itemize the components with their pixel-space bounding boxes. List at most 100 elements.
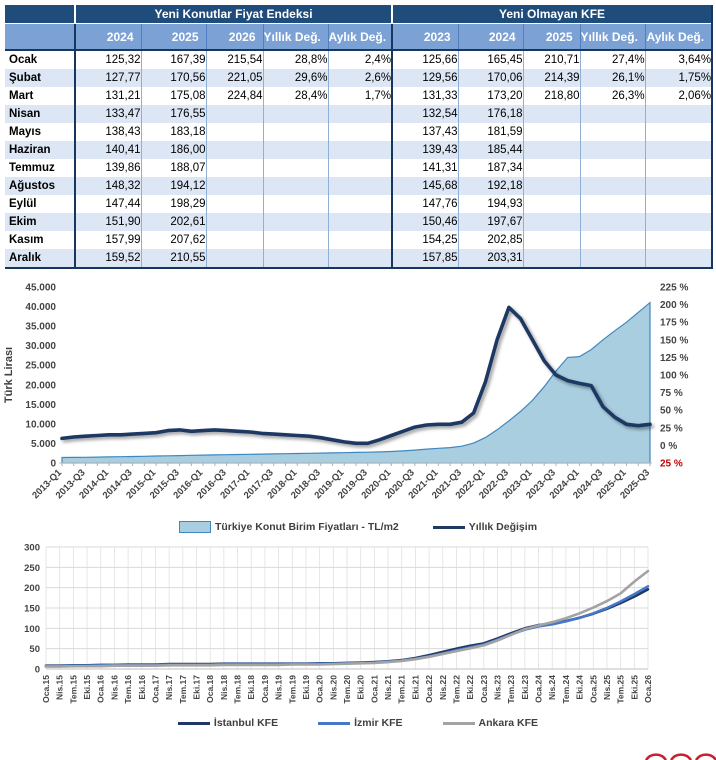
value-cell: 1,75% [644, 69, 714, 87]
value-cell [644, 231, 714, 249]
svg-text:Tem.15: Tem.15 [68, 675, 78, 704]
svg-text:5.000: 5.000 [31, 439, 56, 450]
month-cell: Haziran [5, 141, 75, 159]
value-cell [522, 231, 581, 249]
svg-text:Oca.17: Oca.17 [150, 675, 160, 703]
value-cell: 2,6% [327, 69, 393, 87]
table-row: Nisan 133,47 176,55 132,54 176,18 [5, 105, 714, 123]
svg-text:Oca.24: Oca.24 [534, 675, 544, 703]
month-cell: Şubat [5, 69, 75, 87]
svg-text:Oca.15: Oca.15 [41, 675, 51, 703]
value-cell [205, 123, 263, 141]
value-cell [644, 141, 714, 159]
legend-label: Ankara KFE [478, 717, 539, 729]
svg-text:Oca.22: Oca.22 [424, 675, 434, 703]
table-row: Mayıs 138,43 183,18 137,43 181,59 [5, 123, 714, 141]
svg-text:Eki.19: Eki.19 [301, 675, 311, 700]
value-cell [522, 159, 581, 177]
svg-text:Oca.16: Oca.16 [96, 675, 106, 703]
chart2-legend: İstanbul KFE İzmir KFE Ankara KFE [0, 717, 716, 729]
value-cell: 147,44 [74, 195, 141, 213]
value-cell: 154,25 [391, 231, 459, 249]
value-cell [579, 195, 646, 213]
svg-text:Oca.20: Oca.20 [315, 675, 325, 703]
value-cell [205, 177, 263, 195]
svg-text:50 %: 50 % [660, 406, 683, 417]
month-cell: Kasım [5, 231, 75, 249]
month-cell: Aralık [5, 249, 75, 269]
value-cell: 28,4% [262, 87, 328, 105]
value-cell: 157,99 [74, 231, 141, 249]
svg-text:Oca.18: Oca.18 [205, 675, 215, 703]
svg-text:Nis.22: Nis.22 [438, 675, 448, 700]
col-header: Aylık Değ. [644, 23, 714, 51]
value-cell: 185,44 [457, 141, 524, 159]
value-cell [579, 213, 646, 231]
izmir-line-swatch-icon [318, 721, 351, 725]
svg-text:Nis.19: Nis.19 [274, 675, 284, 700]
year-corner-cell [5, 23, 75, 51]
svg-text:0: 0 [50, 459, 56, 470]
svg-text:Nis.24: Nis.24 [547, 675, 557, 700]
value-cell [262, 249, 328, 269]
col-header: 2026 [205, 23, 263, 51]
value-cell [205, 141, 263, 159]
month-cell: Mart [5, 87, 75, 105]
month-cell: Ekim [5, 213, 75, 231]
value-cell [205, 213, 263, 231]
value-cell: 148,32 [74, 177, 141, 195]
svg-text:Tem.20: Tem.20 [342, 675, 352, 704]
value-cell [262, 231, 328, 249]
value-cell: 173,20 [457, 87, 524, 105]
value-cell: 210,71 [522, 50, 581, 69]
svg-text:150 %: 150 % [660, 335, 688, 346]
svg-text:Eki.25: Eki.25 [629, 675, 639, 700]
value-cell: 165,45 [457, 50, 524, 69]
value-cell [262, 195, 328, 213]
value-cell: 194,12 [140, 177, 206, 195]
month-cell: Eylül [5, 195, 75, 213]
value-cell [327, 231, 393, 249]
value-cell: 170,56 [140, 69, 206, 87]
value-cell: 203,31 [457, 249, 524, 269]
corner-cell [5, 5, 75, 24]
legend-item-istanbul: İstanbul KFE [177, 717, 278, 729]
month-cell: Ağustos [5, 177, 75, 195]
group-header-new: Yeni Konutlar Fiyat Endeksi [73, 5, 393, 24]
svg-text:Tem.17: Tem.17 [178, 675, 188, 704]
table-row: Şubat 127,77 170,56 221,05 29,6% 2,6% 129,56 17… [5, 69, 714, 87]
value-cell: 181,59 [457, 123, 524, 141]
svg-text:25 %: 25 % [660, 459, 683, 470]
col-header: 2024 [74, 23, 141, 51]
value-cell: 27,4% [579, 50, 646, 69]
col-header: 2024 [457, 23, 524, 51]
value-cell: 137,43 [391, 123, 459, 141]
value-cell: 132,54 [391, 105, 459, 123]
value-cell [262, 123, 328, 141]
value-cell: 26,1% [579, 69, 646, 87]
value-cell: 138,43 [74, 123, 141, 141]
value-cell: 192,18 [457, 177, 524, 195]
value-cell [327, 123, 393, 141]
value-cell [205, 105, 263, 123]
month-cell: Mayıs [5, 123, 75, 141]
legend-item-ankara: Ankara KFE [442, 717, 539, 729]
svg-text:0: 0 [35, 665, 40, 676]
value-cell [262, 213, 328, 231]
value-cell [579, 123, 646, 141]
svg-text:10.000: 10.000 [25, 419, 56, 430]
svg-text:50: 50 [29, 644, 40, 655]
svg-text:Eki.18: Eki.18 [246, 675, 256, 700]
svg-text:45.000: 45.000 [25, 283, 56, 294]
value-cell: 151,90 [74, 213, 141, 231]
value-cell [579, 159, 646, 177]
svg-text:15.000: 15.000 [25, 400, 56, 411]
value-cell [579, 105, 646, 123]
value-cell: 224,84 [205, 87, 263, 105]
chart1-legend: Türkiye Konut Birim Fiyatları - TL/m2 Yı… [0, 521, 716, 533]
svg-text:Tem.21: Tem.21 [397, 675, 407, 704]
svg-text:Tem.19: Tem.19 [287, 675, 297, 704]
value-cell: 210,55 [140, 249, 206, 269]
value-cell: 167,39 [140, 50, 206, 69]
table-row: Kasım 157,99 207,62 154,25 202,85 [5, 231, 714, 249]
